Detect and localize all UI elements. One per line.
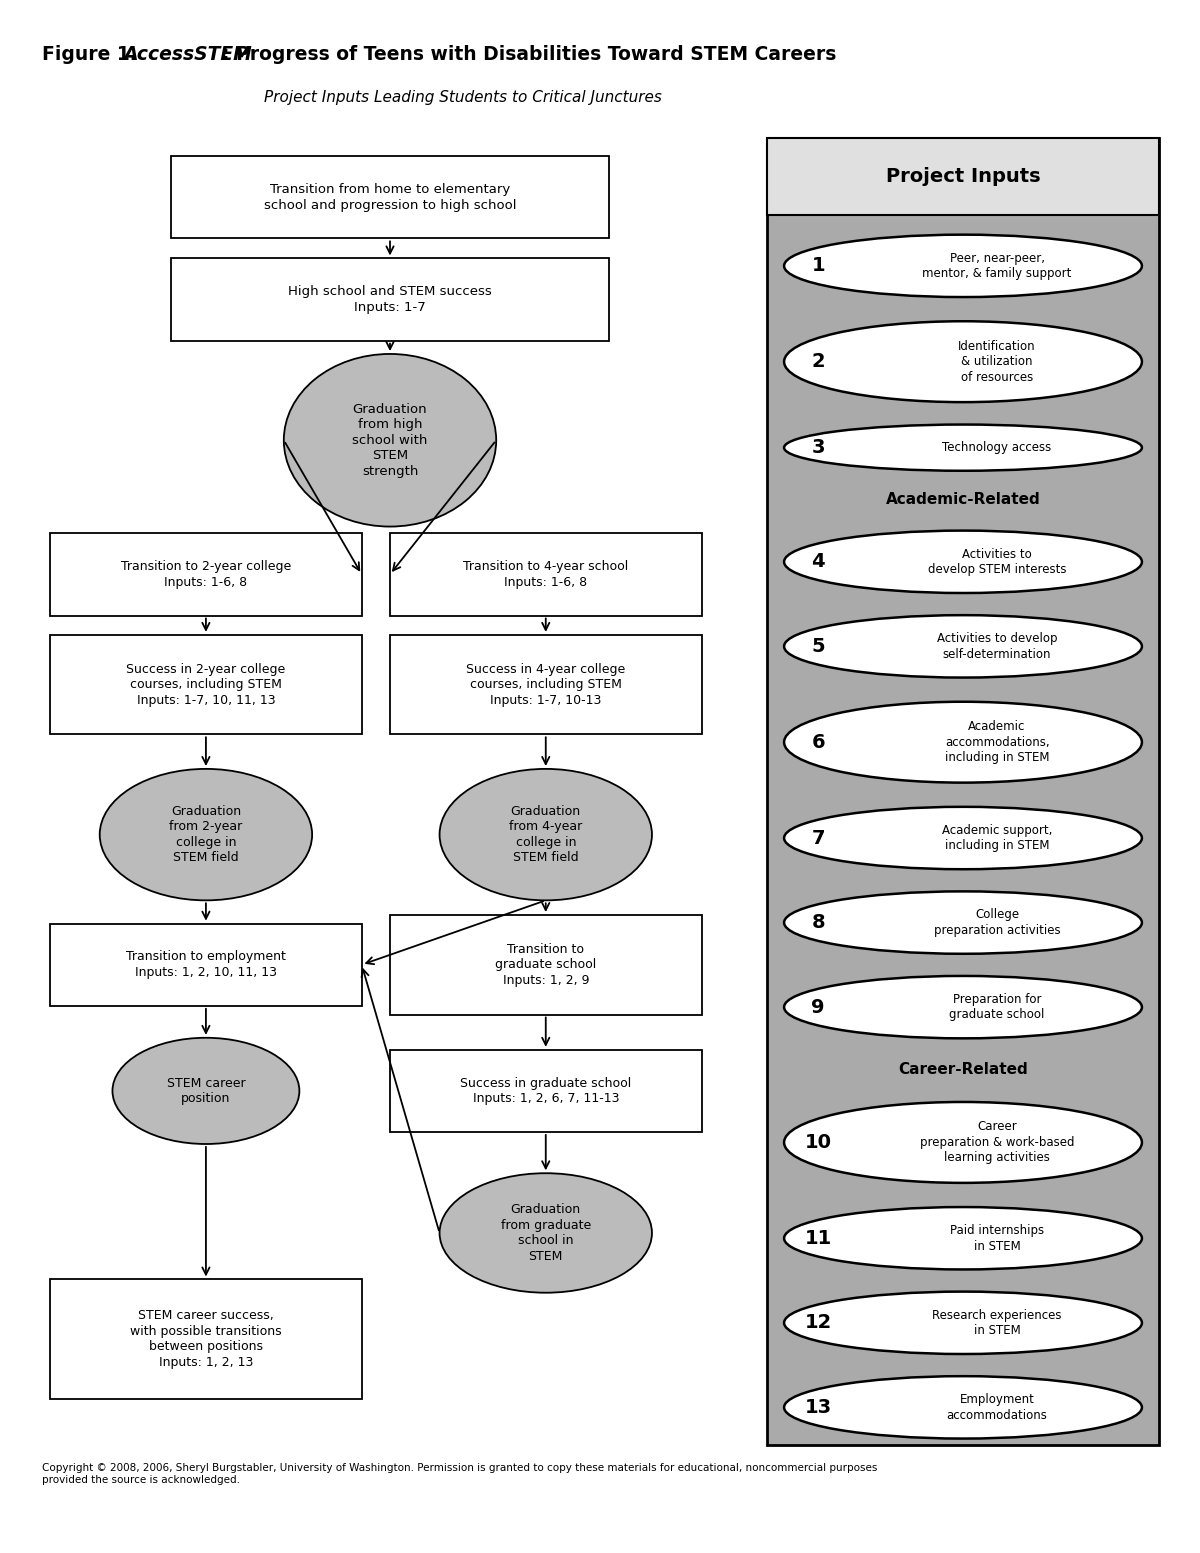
Text: Activities to
develop STEM interests: Activities to develop STEM interests bbox=[928, 548, 1067, 576]
Text: Success in 4-year college
courses, including STEM
Inputs: 1-7, 10-13: Success in 4-year college courses, inclu… bbox=[466, 663, 625, 707]
Ellipse shape bbox=[784, 531, 1142, 593]
Text: Academic support,
including in STEM: Academic support, including in STEM bbox=[942, 823, 1052, 853]
Text: Academic
accommodations,
including in STEM: Academic accommodations, including in ST… bbox=[944, 721, 1049, 764]
FancyBboxPatch shape bbox=[170, 258, 610, 340]
Text: Success in graduate school
Inputs: 1, 2, 6, 7, 11-13: Success in graduate school Inputs: 1, 2,… bbox=[460, 1076, 631, 1106]
Text: Transition to 4-year school
Inputs: 1-6, 8: Transition to 4-year school Inputs: 1-6,… bbox=[463, 561, 629, 589]
Text: Technology access: Technology access bbox=[942, 441, 1051, 453]
Ellipse shape bbox=[784, 891, 1142, 954]
FancyBboxPatch shape bbox=[767, 138, 1159, 214]
FancyBboxPatch shape bbox=[50, 1280, 361, 1399]
Text: Success in 2-year college
courses, including STEM
Inputs: 1-7, 10, 11, 13: Success in 2-year college courses, inclu… bbox=[126, 663, 286, 707]
Text: 7: 7 bbox=[811, 828, 824, 848]
Text: 6: 6 bbox=[811, 733, 824, 752]
Text: Preparation for
graduate school: Preparation for graduate school bbox=[949, 992, 1045, 1022]
Text: Figure 1.: Figure 1. bbox=[42, 45, 143, 64]
Text: Career
preparation & work-based
learning activities: Career preparation & work-based learning… bbox=[920, 1120, 1074, 1165]
Text: Transition to employment
Inputs: 1, 2, 10, 11, 13: Transition to employment Inputs: 1, 2, 1… bbox=[126, 950, 286, 978]
Ellipse shape bbox=[784, 321, 1142, 402]
Text: Graduation
from graduate
school in
STEM: Graduation from graduate school in STEM bbox=[500, 1204, 590, 1263]
Text: STEM career success,
with possible transitions
between positions
Inputs: 1, 2, 1: STEM career success, with possible trans… bbox=[130, 1309, 282, 1368]
Text: 3: 3 bbox=[811, 438, 824, 457]
Text: Identification
& utilization
of resources: Identification & utilization of resource… bbox=[959, 340, 1036, 384]
Text: Project Inputs Leading Students to Critical Junctures: Project Inputs Leading Students to Criti… bbox=[264, 90, 662, 106]
Ellipse shape bbox=[113, 1037, 299, 1145]
Ellipse shape bbox=[439, 769, 652, 901]
FancyBboxPatch shape bbox=[390, 1050, 702, 1132]
Text: Activities to develop
self-determination: Activities to develop self-determination bbox=[937, 632, 1057, 660]
Text: 10: 10 bbox=[805, 1134, 832, 1152]
Text: Academic-Related: Academic-Related bbox=[886, 492, 1040, 508]
Text: Project Inputs: Project Inputs bbox=[886, 166, 1040, 185]
Ellipse shape bbox=[284, 354, 497, 526]
FancyBboxPatch shape bbox=[50, 635, 361, 735]
Ellipse shape bbox=[784, 235, 1142, 297]
Ellipse shape bbox=[100, 769, 312, 901]
Text: 4: 4 bbox=[811, 553, 824, 572]
Text: Career-Related: Career-Related bbox=[898, 1062, 1028, 1076]
Ellipse shape bbox=[784, 808, 1142, 870]
FancyBboxPatch shape bbox=[390, 533, 702, 615]
Text: Graduation
from 4-year
college in
STEM field: Graduation from 4-year college in STEM f… bbox=[509, 804, 582, 865]
Text: 1: 1 bbox=[811, 256, 824, 275]
Ellipse shape bbox=[784, 1103, 1142, 1183]
Text: College
preparation activities: College preparation activities bbox=[934, 909, 1061, 936]
Text: 2: 2 bbox=[811, 353, 824, 371]
Text: Research experiences
in STEM: Research experiences in STEM bbox=[932, 1309, 1062, 1337]
Text: Paid internships
in STEM: Paid internships in STEM bbox=[950, 1224, 1044, 1253]
FancyBboxPatch shape bbox=[50, 924, 361, 1006]
Ellipse shape bbox=[439, 1173, 652, 1292]
Ellipse shape bbox=[784, 975, 1142, 1039]
Ellipse shape bbox=[784, 702, 1142, 783]
FancyBboxPatch shape bbox=[50, 533, 361, 615]
Text: STEM career
position: STEM career position bbox=[167, 1076, 245, 1106]
Text: : Progress of Teens with Disabilities Toward STEM Careers: : Progress of Teens with Disabilities To… bbox=[222, 45, 836, 64]
Ellipse shape bbox=[784, 1292, 1142, 1354]
FancyBboxPatch shape bbox=[390, 635, 702, 735]
Text: Graduation
from high
school with
STEM
strength: Graduation from high school with STEM st… bbox=[353, 402, 427, 478]
Text: High school and STEM success
Inputs: 1-7: High school and STEM success Inputs: 1-7 bbox=[288, 286, 492, 314]
Ellipse shape bbox=[784, 424, 1142, 471]
Text: 9: 9 bbox=[811, 997, 824, 1017]
Ellipse shape bbox=[784, 615, 1142, 677]
Text: 12: 12 bbox=[804, 1314, 832, 1332]
Ellipse shape bbox=[784, 1376, 1142, 1438]
Text: Transition to
graduate school
Inputs: 1, 2, 9: Transition to graduate school Inputs: 1,… bbox=[496, 943, 596, 986]
FancyBboxPatch shape bbox=[390, 915, 702, 1014]
Text: Employment
accommodations: Employment accommodations bbox=[947, 1393, 1048, 1421]
Text: AccessSTEM: AccessSTEM bbox=[124, 45, 252, 64]
Text: Graduation
from 2-year
college in
STEM field: Graduation from 2-year college in STEM f… bbox=[169, 804, 242, 865]
Ellipse shape bbox=[784, 1207, 1142, 1269]
Text: Transition to 2-year college
Inputs: 1-6, 8: Transition to 2-year college Inputs: 1-6… bbox=[121, 561, 292, 589]
Text: 8: 8 bbox=[811, 913, 824, 932]
FancyBboxPatch shape bbox=[767, 138, 1159, 1446]
Text: Copyright © 2008, 2006, Sheryl Burgstabler, University of Washington. Permission: Copyright © 2008, 2006, Sheryl Burgstabl… bbox=[42, 1463, 877, 1485]
Text: 5: 5 bbox=[811, 637, 824, 655]
Text: Peer, near-peer,
mentor, & family support: Peer, near-peer, mentor, & family suppor… bbox=[923, 252, 1072, 280]
Text: 11: 11 bbox=[804, 1228, 832, 1247]
Text: Transition from home to elementary
school and progression to high school: Transition from home to elementary schoo… bbox=[264, 183, 516, 211]
Text: 13: 13 bbox=[804, 1398, 832, 1416]
FancyBboxPatch shape bbox=[170, 157, 610, 239]
